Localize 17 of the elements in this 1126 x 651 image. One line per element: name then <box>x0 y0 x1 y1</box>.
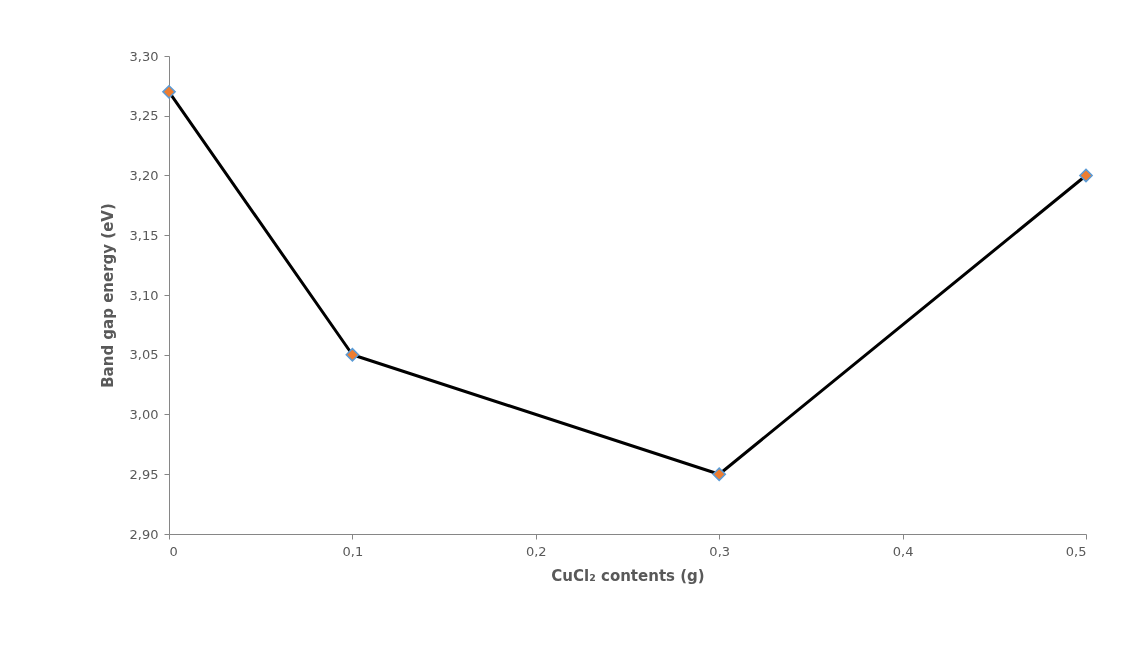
y-tick-label: 3,15 <box>129 227 159 243</box>
x-tick-label: 0,5 <box>1065 543 1087 559</box>
x-tick-label: 0,2 <box>525 543 547 559</box>
y-tick-label: 3,20 <box>129 168 159 183</box>
x-tick-label: 0,4 <box>892 543 914 559</box>
x-axis-title: CuCl₂ contents (g) <box>551 566 705 585</box>
y-tick-label: 2,95 <box>129 466 159 482</box>
x-tick-label: 0,3 <box>709 543 731 559</box>
x-tick-label: 0 <box>169 543 178 559</box>
y-tick-label: 3,00 <box>129 407 159 422</box>
y-axis-title: Band gap energy (eV) <box>98 203 117 388</box>
y-tick-label: 3,30 <box>129 48 159 64</box>
y-tick-label: 2,90 <box>129 526 159 542</box>
y-tick-label: 3,05 <box>129 347 159 363</box>
x-tick-label: 0,1 <box>342 543 364 559</box>
y-tick-label: 3,10 <box>129 287 159 303</box>
y-tick-label: 3,25 <box>129 108 159 124</box>
